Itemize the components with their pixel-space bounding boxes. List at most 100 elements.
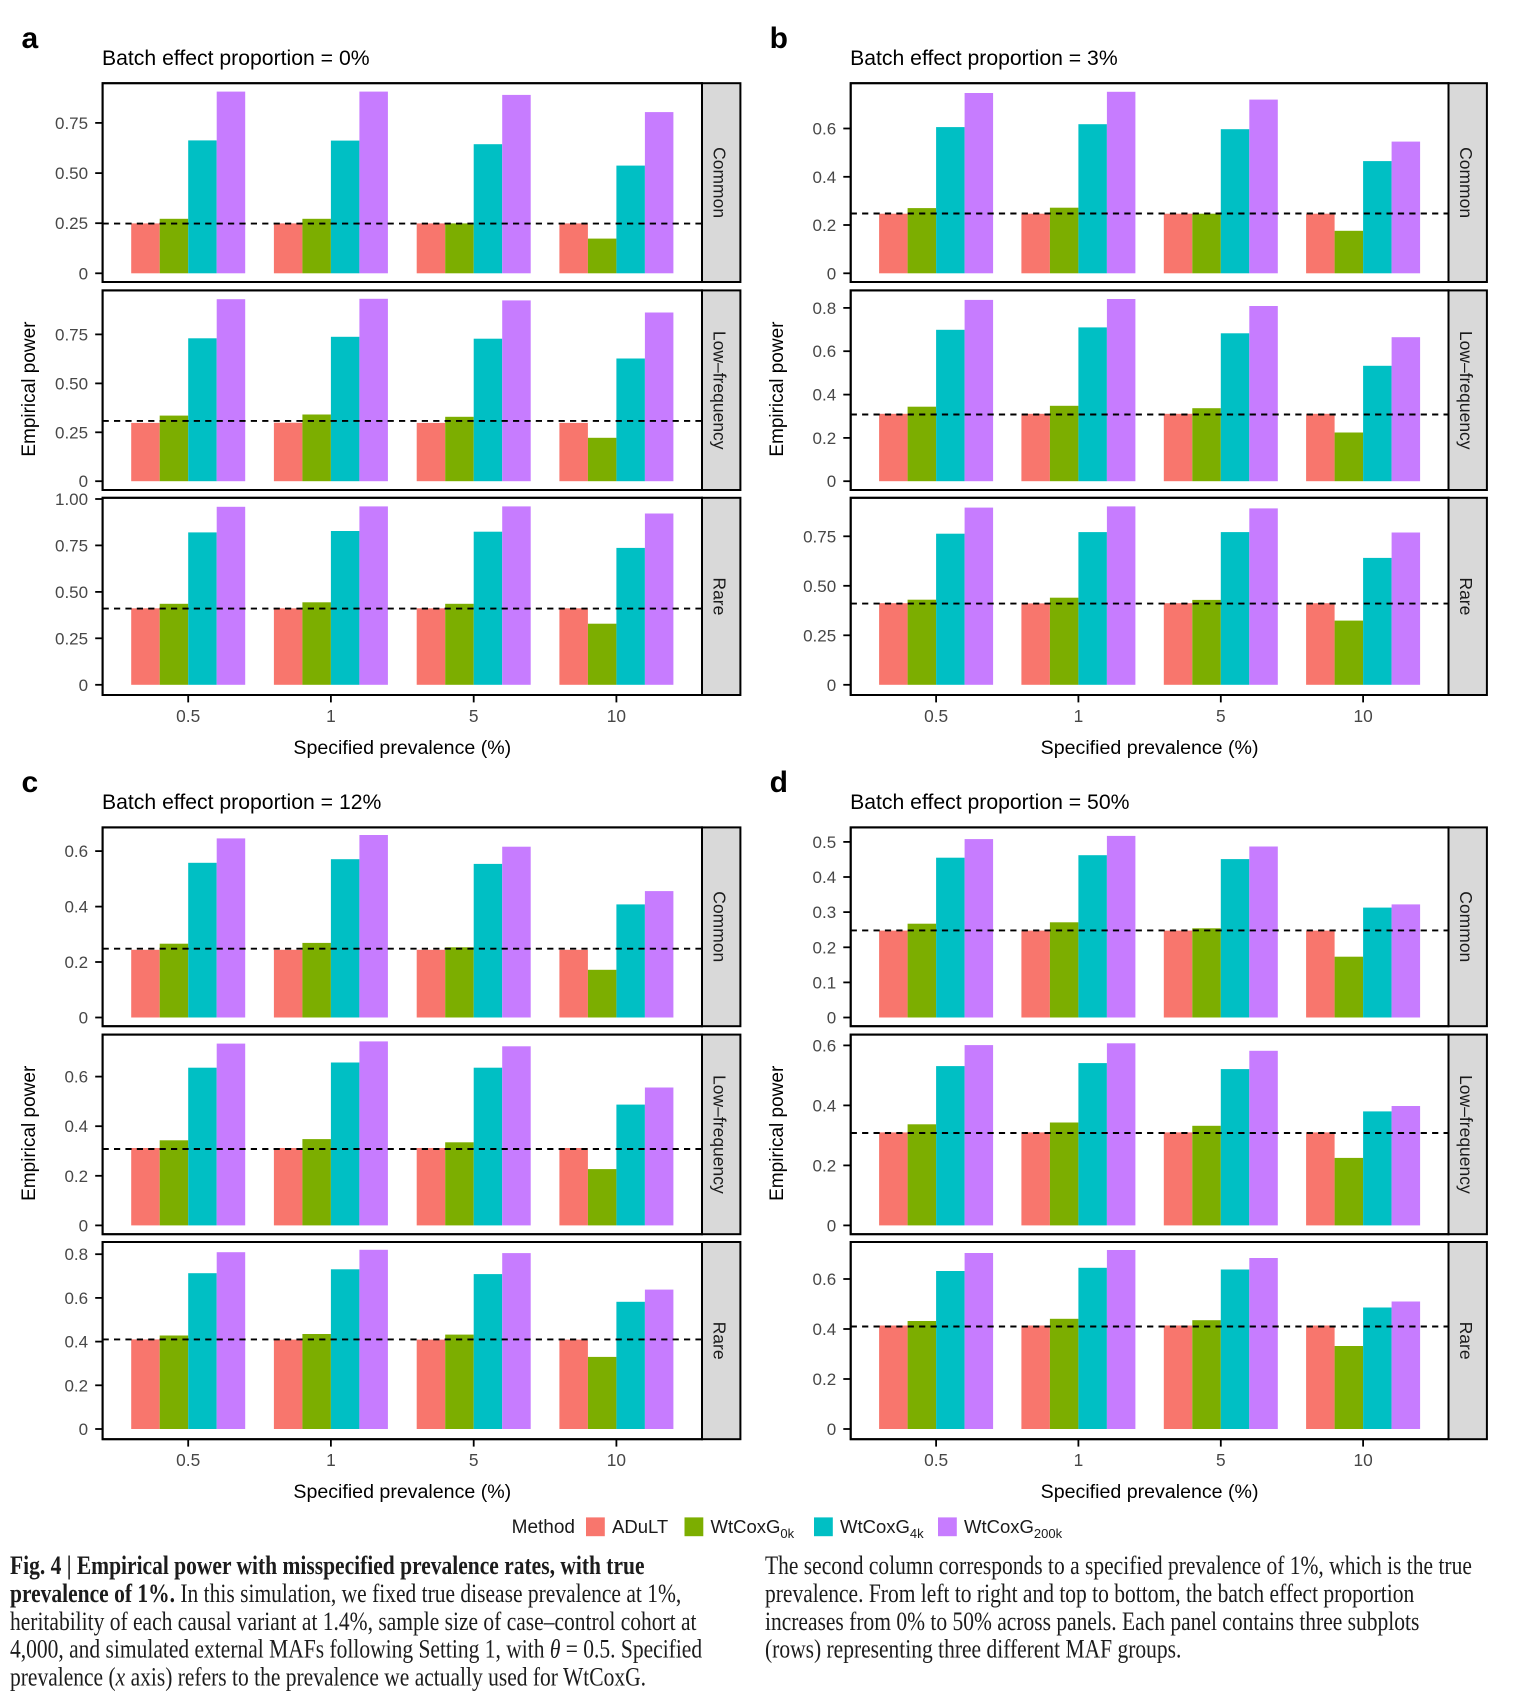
svg-text:0: 0 <box>79 264 88 283</box>
svg-text:0: 0 <box>827 1009 836 1028</box>
svg-text:Batch effect proportion = 0%: Batch effect proportion = 0% <box>102 47 370 70</box>
svg-text:a: a <box>22 22 39 55</box>
svg-text:0.8: 0.8 <box>813 299 837 318</box>
svg-text:10: 10 <box>1353 706 1372 726</box>
svg-text:Common: Common <box>710 891 730 962</box>
svg-text:0.4: 0.4 <box>813 386 837 405</box>
svg-text:Rare: Rare <box>1456 1322 1476 1360</box>
svg-text:0: 0 <box>79 1216 88 1235</box>
svg-text:Common: Common <box>710 147 730 218</box>
svg-text:Empirical power: Empirical power <box>19 1065 40 1201</box>
svg-text:0: 0 <box>79 676 88 695</box>
svg-text:0.4: 0.4 <box>813 868 837 887</box>
svg-text:Rare: Rare <box>1456 577 1476 615</box>
svg-text:WtCoxG200k: WtCoxG200k <box>964 1516 1063 1541</box>
svg-text:0.2: 0.2 <box>813 429 837 448</box>
svg-text:10: 10 <box>1353 1450 1372 1470</box>
svg-text:0.50: 0.50 <box>55 374 88 393</box>
svg-text:Rare: Rare <box>710 1322 730 1360</box>
svg-text:Specified prevalence (%): Specified prevalence (%) <box>293 737 511 759</box>
svg-text:Batch effect proportion = 12%: Batch effect proportion = 12% <box>102 791 382 814</box>
svg-text:Common: Common <box>1456 891 1476 962</box>
svg-text:Specified prevalence (%): Specified prevalence (%) <box>293 1481 511 1503</box>
svg-text:0.4: 0.4 <box>64 898 88 917</box>
svg-text:0.6: 0.6 <box>813 1270 837 1289</box>
svg-text:0: 0 <box>827 264 836 283</box>
svg-text:0.50: 0.50 <box>55 164 88 183</box>
svg-text:0.8: 0.8 <box>64 1245 88 1264</box>
svg-text:Batch effect proportion = 50%: Batch effect proportion = 50% <box>850 791 1130 814</box>
svg-text:0: 0 <box>79 1009 88 1028</box>
svg-text:Low–frequency: Low–frequency <box>1456 331 1476 450</box>
svg-text:0.1: 0.1 <box>813 973 837 992</box>
svg-text:0.75: 0.75 <box>803 527 836 546</box>
svg-text:0.75: 0.75 <box>55 325 88 344</box>
svg-text:Low–frequency: Low–frequency <box>710 331 730 450</box>
svg-text:Low–frequency: Low–frequency <box>710 1075 730 1194</box>
svg-text:0.50: 0.50 <box>803 577 836 596</box>
svg-text:Rare: Rare <box>710 577 730 615</box>
svg-text:0: 0 <box>827 472 836 491</box>
svg-text:0.5: 0.5 <box>924 1450 948 1470</box>
svg-text:0: 0 <box>79 1420 88 1439</box>
svg-text:0: 0 <box>79 472 88 491</box>
svg-text:ADuLT: ADuLT <box>612 1516 668 1537</box>
svg-text:5: 5 <box>469 706 479 726</box>
svg-text:0.25: 0.25 <box>55 214 88 233</box>
svg-text:0.4: 0.4 <box>64 1333 88 1352</box>
svg-text:0.6: 0.6 <box>64 1289 88 1308</box>
svg-text:0.75: 0.75 <box>55 114 88 133</box>
svg-text:0.6: 0.6 <box>813 1036 837 1055</box>
svg-text:10: 10 <box>607 706 626 726</box>
svg-text:0.6: 0.6 <box>813 342 837 361</box>
svg-text:Specified prevalence (%): Specified prevalence (%) <box>1041 1481 1259 1503</box>
svg-text:b: b <box>770 22 788 55</box>
svg-text:WtCoxG0k: WtCoxG0k <box>711 1516 795 1541</box>
svg-text:0.5: 0.5 <box>176 1450 200 1470</box>
svg-text:0.5: 0.5 <box>924 706 948 726</box>
svg-text:1: 1 <box>326 1450 336 1470</box>
svg-text:0.2: 0.2 <box>813 216 837 235</box>
svg-text:0.50: 0.50 <box>55 583 88 602</box>
svg-text:0.25: 0.25 <box>803 626 836 645</box>
svg-text:10: 10 <box>607 1450 626 1470</box>
svg-text:1: 1 <box>1074 706 1084 726</box>
svg-text:Batch effect proportion = 3%: Batch effect proportion = 3% <box>850 47 1118 70</box>
svg-text:1: 1 <box>326 706 336 726</box>
svg-text:0.2: 0.2 <box>813 1156 837 1175</box>
svg-text:Empirical power: Empirical power <box>767 321 788 457</box>
svg-text:5: 5 <box>1216 1450 1226 1470</box>
svg-text:0.2: 0.2 <box>64 1376 88 1395</box>
svg-text:1: 1 <box>1074 1450 1084 1470</box>
svg-text:0.2: 0.2 <box>64 1167 88 1186</box>
svg-text:0.2: 0.2 <box>813 938 837 957</box>
svg-text:Empirical power: Empirical power <box>767 1065 788 1201</box>
svg-text:1.00: 1.00 <box>55 490 88 509</box>
svg-text:0.25: 0.25 <box>55 629 88 648</box>
svg-text:5: 5 <box>1216 706 1226 726</box>
svg-text:Method: Method <box>512 1517 575 1538</box>
svg-text:0: 0 <box>827 1216 836 1235</box>
svg-text:0.2: 0.2 <box>813 1370 837 1389</box>
svg-text:0.4: 0.4 <box>64 1117 88 1136</box>
svg-text:0.6: 0.6 <box>64 842 88 861</box>
svg-text:0.4: 0.4 <box>813 1096 837 1115</box>
svg-text:Low–frequency: Low–frequency <box>1456 1075 1476 1194</box>
svg-text:0.2: 0.2 <box>64 953 88 972</box>
svg-text:0.6: 0.6 <box>64 1068 88 1087</box>
svg-text:0.4: 0.4 <box>813 168 837 187</box>
svg-text:0.6: 0.6 <box>813 120 837 139</box>
svg-text:Common: Common <box>1456 147 1476 218</box>
svg-text:0.4: 0.4 <box>813 1320 837 1339</box>
svg-text:0.25: 0.25 <box>55 423 88 442</box>
svg-text:0: 0 <box>827 1420 836 1439</box>
svg-text:0.5: 0.5 <box>176 706 200 726</box>
svg-text:c: c <box>22 766 39 799</box>
svg-text:0.5: 0.5 <box>813 833 837 852</box>
svg-text:0: 0 <box>827 676 836 695</box>
svg-text:WtCoxG4k: WtCoxG4k <box>840 1516 924 1541</box>
svg-text:d: d <box>770 766 788 799</box>
svg-text:Empirical power: Empirical power <box>19 321 40 457</box>
svg-text:5: 5 <box>469 1450 479 1470</box>
svg-text:0.3: 0.3 <box>813 903 837 922</box>
